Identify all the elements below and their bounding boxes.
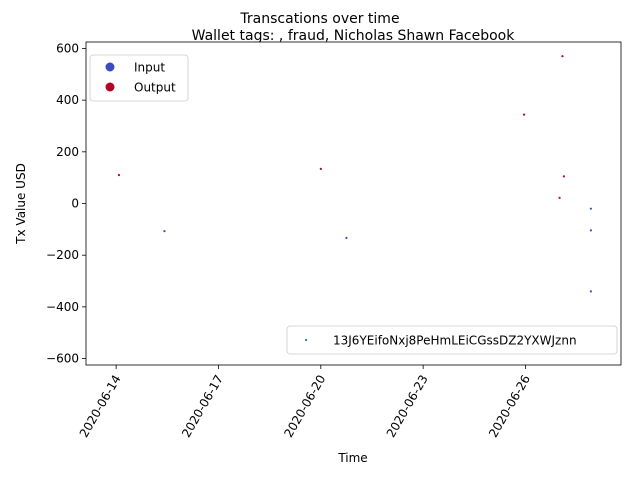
- y-tick-label: 600: [56, 41, 79, 55]
- x-tick-label: 2020-06-23: [384, 373, 431, 440]
- data-point-output: [319, 167, 322, 170]
- legend-bottom: 13J6YEifoNxj8PeHmLEiCGssDZ2YXWJznn: [286, 325, 618, 355]
- legend-marker-input: [105, 62, 115, 72]
- data-point-output: [561, 55, 564, 58]
- y-axis: −600 −400 −200 0 200 400 600: [46, 41, 86, 366]
- y-axis-label: Tx Value USD: [14, 163, 28, 245]
- scatter-points: [117, 55, 592, 293]
- legend-top: Input Output: [89, 54, 189, 102]
- x-axis-label: Time: [337, 451, 367, 465]
- y-tick-label: 200: [56, 145, 79, 159]
- y-tick-label: −200: [46, 248, 79, 262]
- x-tick-label: 2020-06-14: [77, 373, 124, 440]
- data-point-output: [562, 175, 565, 178]
- data-point-input: [345, 236, 348, 239]
- y-tick-label: −400: [46, 300, 79, 314]
- data-point-output: [117, 173, 121, 177]
- x-axis: 2020-06-14 2020-06-17 2020-06-20 2020-06-23…: [77, 365, 533, 440]
- data-point-output: [522, 113, 526, 116]
- y-tick-label: 0: [71, 197, 79, 211]
- data-point-input: [163, 230, 166, 233]
- legend-top-frame: [89, 54, 189, 102]
- legend-marker-output: [105, 82, 115, 92]
- chart-suptitle: Transcations over time: [239, 11, 399, 27]
- legend-label-input: Input: [134, 61, 165, 75]
- x-tick-label: 2020-06-17: [179, 373, 226, 440]
- data-point-input: [589, 229, 592, 232]
- y-tick-label: −600: [46, 352, 79, 366]
- x-tick-label: 2020-06-26: [486, 373, 533, 440]
- x-tick-label: 2020-06-20: [281, 373, 328, 440]
- data-point-output: [558, 196, 561, 199]
- legend-label-output: Output: [134, 81, 176, 95]
- data-point-input: [589, 207, 592, 210]
- legend-marker-wallet: [304, 338, 308, 342]
- chart-title: Wallet tags: , fraud, Nicholas Shawn Fac…: [192, 28, 516, 44]
- data-point-input: [589, 290, 592, 293]
- legend-label-wallet: 13J6YEifoNxj8PeHmLEiCGssDZ2YXWJznn: [333, 334, 577, 348]
- y-tick-label: 400: [56, 93, 79, 107]
- legend-bottom-frame: [286, 325, 618, 355]
